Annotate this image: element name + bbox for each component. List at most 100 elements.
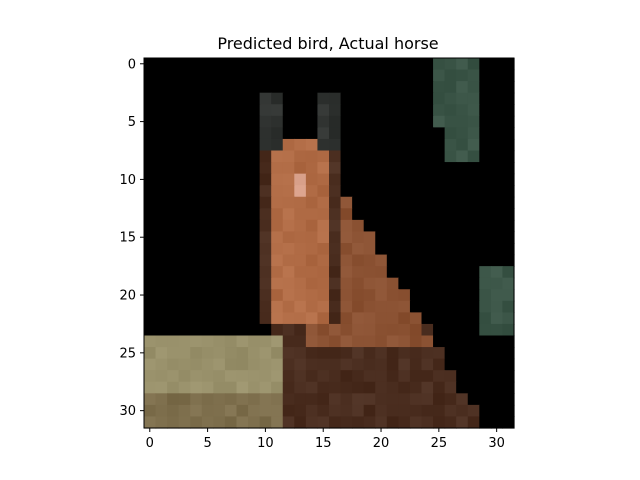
image-pixel: [178, 254, 191, 267]
image-pixel: [190, 150, 203, 163]
image-pixel: [479, 219, 492, 233]
image-pixel: [190, 138, 203, 152]
image-pixel: [224, 381, 238, 394]
image-pixel: [282, 58, 295, 71]
x-tick-label: 0: [146, 436, 154, 451]
image-pixel: [236, 300, 249, 313]
image-pixel: [190, 254, 203, 267]
image-pixel: [398, 243, 411, 256]
image-pixel: [479, 370, 492, 383]
image-pixel: [409, 416, 423, 429]
image-pixel: [271, 300, 284, 313]
image-pixel: [144, 92, 157, 105]
image-pixel: [294, 104, 307, 117]
image-pixel: [502, 150, 515, 163]
image-pixel: [213, 81, 226, 94]
image-pixel: [317, 173, 330, 186]
image-pixel: [421, 300, 434, 313]
image-pixel: [490, 323, 504, 337]
image-pixel: [479, 381, 492, 394]
image-pixel: [236, 162, 249, 175]
image-pixel: [409, 370, 423, 383]
image-pixel: [201, 104, 214, 117]
image-pixel: [294, 335, 307, 348]
image-pixel: [329, 289, 342, 302]
image-pixel: [329, 381, 342, 394]
image-pixel: [375, 92, 388, 105]
image-pixel: [294, 381, 307, 394]
image-pixel: [236, 219, 249, 233]
image-pixel: [305, 138, 319, 152]
image-pixel: [352, 243, 365, 256]
image-pixel: [282, 138, 295, 152]
image-pixel: [167, 58, 180, 71]
image-pixel: [167, 381, 180, 394]
image-pixel: [248, 81, 261, 94]
image-pixel: [178, 69, 191, 82]
image-pixel: [259, 115, 272, 128]
image-pixel: [190, 335, 203, 348]
image-pixel: [259, 208, 272, 221]
image-pixel: [305, 289, 319, 302]
y-tick-label: 30: [119, 404, 136, 419]
image-pixel: [479, 393, 492, 406]
image-pixel: [305, 312, 319, 325]
image-pixel: [502, 162, 515, 175]
image-pixel: [433, 58, 446, 71]
image-pixel: [282, 254, 295, 267]
image-pixel: [224, 231, 238, 244]
image-pixel: [340, 150, 353, 163]
image-pixel: [190, 277, 203, 290]
image-pixel: [329, 347, 342, 360]
image-pixel: [317, 69, 330, 82]
image-pixel: [201, 312, 214, 325]
image-pixel: [421, 243, 434, 256]
image-pixel: [444, 289, 457, 302]
image-pixel: [386, 347, 399, 360]
image-pixel: [375, 358, 388, 371]
image-pixel: [352, 231, 365, 244]
image-pixel: [467, 127, 480, 140]
image-pixel: [490, 289, 504, 302]
image-pixel: [236, 312, 249, 325]
y-axis: 0 5 10 15 20 25 30: [119, 57, 144, 419]
image-pixel: [363, 219, 376, 233]
image-pixel: [282, 277, 295, 290]
image-pixel: [213, 219, 226, 233]
image-pixel: [282, 162, 295, 175]
image-pixel: [456, 358, 469, 371]
image-pixel: [479, 208, 492, 221]
image-pixel: [433, 115, 446, 128]
image-pixel: [305, 393, 319, 406]
image-pixel: [375, 115, 388, 128]
image-pixel: [490, 347, 504, 360]
image-pixel: [490, 81, 504, 94]
image-pixel: [375, 196, 388, 209]
image-pixel: [340, 104, 353, 117]
image-pixel: [467, 300, 480, 313]
image-pixel: [155, 347, 168, 360]
image-pixel: [271, 196, 284, 209]
image-pixel: [201, 335, 214, 348]
image-pixel: [294, 347, 307, 360]
image-pixel: [340, 393, 353, 406]
image-pixel: [259, 219, 272, 233]
image-pixel: [294, 370, 307, 383]
image-pixel: [155, 115, 168, 128]
image-pixel: [167, 138, 180, 152]
image-pixel: [490, 381, 504, 394]
image-pixel: [421, 277, 434, 290]
image-pixel: [467, 208, 480, 221]
image-pixel: [271, 277, 284, 290]
image-pixel: [248, 300, 261, 313]
image-pixel: [421, 289, 434, 302]
image-pixel: [386, 416, 399, 429]
image-pixel: [398, 162, 411, 175]
image-pixel: [305, 208, 319, 221]
image-pixel: [421, 323, 434, 337]
image-pixel: [502, 219, 515, 233]
image-pixel: [178, 173, 191, 186]
image-pixel: [201, 243, 214, 256]
image-pixel: [305, 162, 319, 175]
image-pixel: [248, 162, 261, 175]
